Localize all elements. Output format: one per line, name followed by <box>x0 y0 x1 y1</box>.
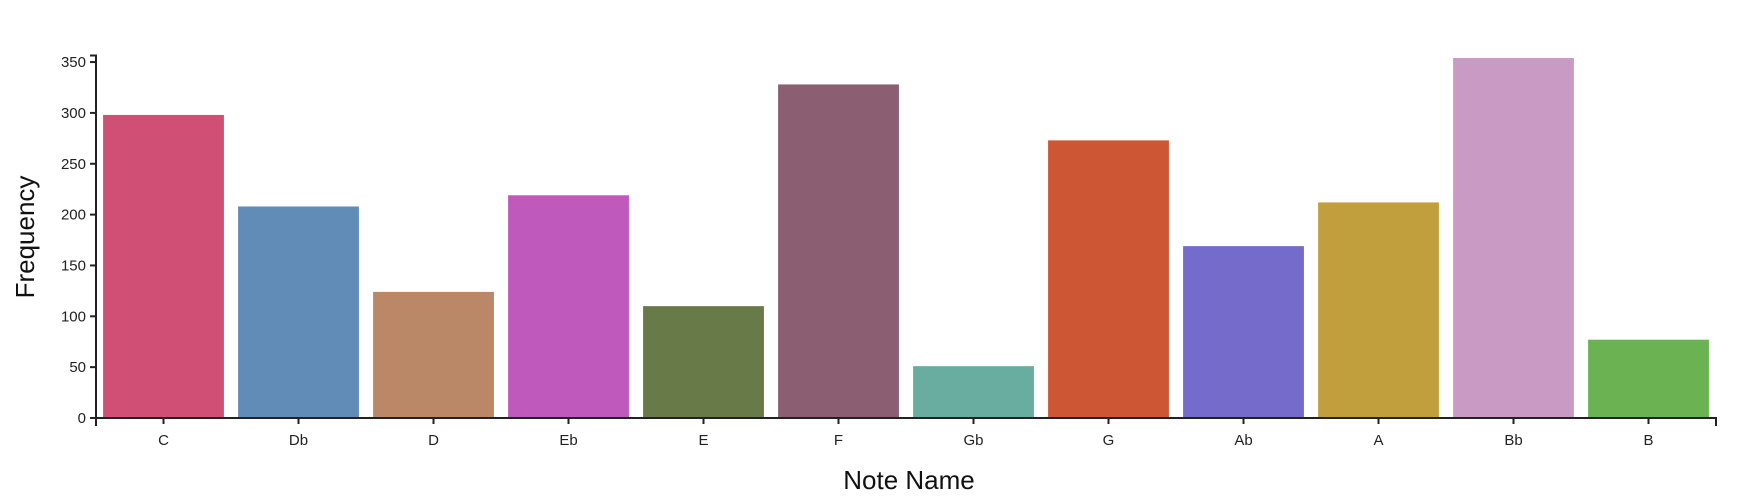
y-tick-label: 350 <box>61 54 86 71</box>
bar-gb <box>913 366 1034 418</box>
bar-e <box>643 306 764 418</box>
x-tick-label-b: B <box>1643 432 1653 449</box>
y-axis: 0 50 100 150 200 250 300 350 <box>61 54 97 427</box>
x-axis-title: Note Name <box>843 465 975 495</box>
x-tick-label-bb: Bb <box>1504 432 1522 449</box>
bar-a <box>1318 202 1439 418</box>
y-tick-label: 300 <box>61 105 86 122</box>
y-tick-label: 250 <box>61 156 86 173</box>
bar-bb <box>1453 58 1574 418</box>
y-tick-label: 150 <box>61 257 86 274</box>
bar-g <box>1048 140 1169 418</box>
x-tick-label-g: G <box>1103 432 1115 449</box>
bar-b <box>1588 339 1709 418</box>
x-axis: C Db D Eb E F Gb G Ab A Bb B <box>95 417 1717 449</box>
x-tick-label-d: D <box>428 432 439 449</box>
bar-f <box>778 84 899 418</box>
y-tick-label: 100 <box>61 308 86 325</box>
y-tick-label: 50 <box>69 359 86 376</box>
x-tick-label-eb: Eb <box>559 432 577 449</box>
x-tick-label-c: C <box>158 432 169 449</box>
x-tick-label-f: F <box>834 432 843 449</box>
bar-ab <box>1183 246 1304 418</box>
bar-c <box>103 114 224 418</box>
bar-db <box>238 206 359 418</box>
bars-layer <box>103 58 1709 418</box>
x-axis-line <box>95 417 1717 426</box>
x-tick-label-a: A <box>1373 432 1383 449</box>
x-tick-label-e: E <box>698 432 708 449</box>
bar-eb <box>508 195 629 418</box>
x-tick-label-ab: Ab <box>1234 432 1252 449</box>
x-tick-label-gb: Gb <box>963 432 983 449</box>
y-tick-label: 200 <box>61 207 86 224</box>
x-tick-label-db: Db <box>289 432 308 449</box>
y-axis-line <box>90 54 97 419</box>
bar-d <box>373 291 494 418</box>
y-tick-label: 0 <box>78 410 86 427</box>
y-axis-title: Frequency <box>10 176 40 299</box>
